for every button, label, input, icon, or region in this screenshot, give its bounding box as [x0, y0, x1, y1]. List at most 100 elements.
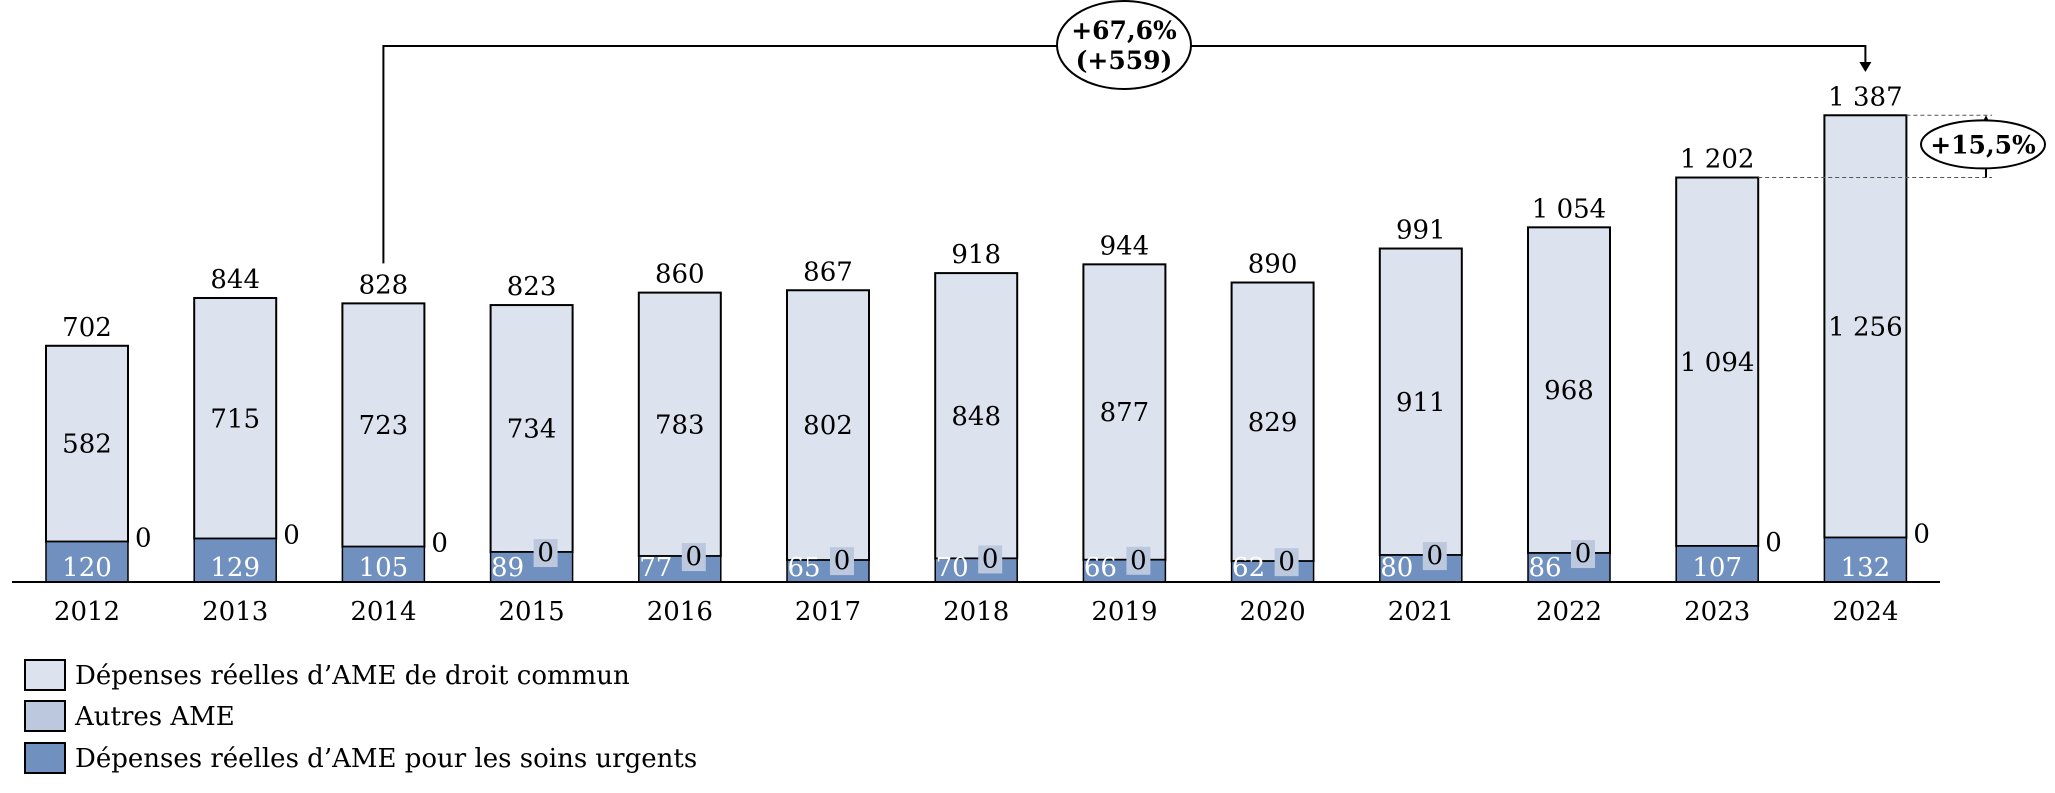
data-label-total: 944: [1100, 231, 1150, 261]
autres-ame-marker: [1126, 546, 1151, 575]
data-label-total: 1 054: [1532, 194, 1606, 224]
data-label-total: 991: [1396, 216, 1446, 246]
autres-ame-marker: [681, 543, 706, 572]
x-tick-label: 2023: [1684, 597, 1750, 627]
x-tick-label: 2018: [943, 597, 1009, 627]
data-label-autres-ame: 0: [1278, 547, 1295, 577]
bar-segment-soins-urgents: [638, 555, 722, 583]
x-tick-label: 2013: [202, 597, 268, 627]
bar-segment-droit-commun: [1230, 281, 1315, 563]
data-label-droit-commun: 1 256: [1828, 312, 1902, 342]
data-label-droit-commun: 802: [803, 411, 853, 441]
data-label-soins-urgents: 86: [1528, 553, 1561, 583]
bar-segment-droit-commun: [1527, 226, 1611, 555]
data-label-droit-commun: 848: [951, 402, 1001, 432]
x-tick-label: 2017: [795, 597, 861, 627]
legend-swatch-autres-ame: [24, 700, 66, 732]
autres-ame-marker: [830, 547, 854, 576]
bar-segment-droit-commun: [786, 289, 870, 562]
bar-segment-droit-commun: [1082, 263, 1167, 561]
data-label-soins-urgents: 66: [1084, 553, 1117, 583]
data-label-droit-commun: 829: [1248, 408, 1298, 438]
data-label-droit-commun: 715: [210, 404, 260, 434]
data-label-soins-urgents: 62: [1232, 553, 1265, 583]
data-label-autres-ame: 0: [982, 544, 999, 574]
x-tick-labels: 2012 2013 2014 2015 2016 2017 2018 2019 2020 2021…: [54, 597, 1899, 627]
x-tick-label: 2022: [1536, 597, 1602, 627]
bar-segment-droit-commun: [934, 272, 1019, 560]
data-label-total: 860: [655, 260, 705, 290]
x-tick-label: 2021: [1388, 597, 1454, 627]
data-label-soins-urgents: 132: [1841, 553, 1891, 583]
autres-ame-marker: [1274, 548, 1299, 577]
data-label-total: 702: [62, 313, 112, 343]
data-label-droit-commun: 783: [655, 410, 705, 440]
data-label-droit-commun: 723: [359, 411, 409, 441]
data-label-autres-ame: 0: [537, 538, 554, 568]
data-label-soins-urgents: 129: [210, 553, 260, 583]
data-label-soins-urgents: 120: [62, 553, 112, 583]
data-label-droit-commun: 911: [1396, 388, 1446, 418]
data-label-total: 918: [951, 240, 1001, 270]
x-tick-label: 2014: [350, 597, 416, 627]
autres-ame-marker: [1422, 542, 1447, 571]
data-label-total: 890: [1248, 250, 1298, 280]
x-tick-label: 2016: [647, 597, 713, 627]
legend: Dépenses réelles d’AME de droit commun A…: [24, 659, 697, 774]
data-label-droit-commun: 877: [1100, 398, 1150, 428]
growth-bracket-arrowhead: [1859, 62, 1872, 72]
bar-segment-droit-commun: [1675, 176, 1760, 547]
x-tick-label: 2019: [1091, 597, 1157, 627]
growth-ellipse: [1056, 0, 1192, 90]
x-tick-label: 2012: [54, 597, 120, 627]
bar-segment-droit-commun: [1823, 114, 1908, 539]
autres-ame-marker: [533, 539, 558, 568]
data-label-total: 867: [803, 257, 853, 287]
data-label-autres-ame: 0: [283, 521, 300, 551]
bar-segment-droit-commun: [45, 344, 129, 543]
data-label-droit-commun: 734: [507, 415, 557, 445]
legend-swatch-droit-commun: [24, 659, 66, 691]
legend-label-autres-ame: Autres AME: [74, 702, 235, 732]
increase-label-percent: +15,5%: [1930, 130, 2036, 159]
bar-segment-droit-commun: [637, 291, 722, 558]
autres-ame-marker: [978, 545, 1003, 574]
bar-segment-soins-urgents: [45, 540, 129, 583]
growth-label-percent: +67,6%: [1071, 16, 1177, 45]
data-label-soins-urgents: 77: [639, 553, 672, 583]
data-label-soins-urgents: 107: [1692, 553, 1742, 583]
bar-segment-droit-commun: [193, 296, 278, 540]
autres-ame-marker: [1571, 540, 1595, 569]
annotations-layer: +67,6%(+559) +15,5%: [382, 0, 2046, 264]
data-label-droit-commun: 582: [62, 430, 112, 460]
x-tick-label: 2024: [1832, 597, 1898, 627]
bar-segment-soins-urgents: [489, 551, 574, 583]
data-label-soins-urgents: 89: [491, 553, 524, 583]
data-label-autres-ame: 0: [431, 529, 448, 559]
x-tick-label: 2015: [499, 597, 565, 627]
data-label-soins-urgents: 80: [1380, 553, 1413, 583]
bar-segment-soins-urgents: [341, 545, 426, 583]
data-label-autres-ame: 0: [1913, 520, 1930, 550]
bar-segment-soins-urgents: [193, 537, 277, 583]
legend-swatch-soins-urgents: [24, 742, 66, 774]
data-label-total: 844: [210, 265, 260, 295]
bar-segment-soins-urgents: [1379, 554, 1463, 583]
data-label-droit-commun: 1 094: [1680, 348, 1754, 378]
data-label-autres-ame: 0: [1427, 541, 1444, 571]
data-label-autres-ame: 0: [135, 524, 152, 554]
data-label-autres-ame: 0: [1765, 528, 1782, 558]
data-label-autres-ame: 0: [1130, 546, 1147, 576]
data-label-total: 823: [507, 272, 557, 302]
data-label-autres-ame: 0: [834, 546, 851, 576]
legend-label-droit-commun: Dépenses réelles d’AME de droit commun: [75, 661, 630, 691]
data-label-soins-urgents: 105: [359, 553, 409, 583]
data-label-total: 828: [359, 270, 409, 300]
growth-label-absolute: (+559): [1076, 46, 1173, 75]
data-label-autres-ame: 0: [686, 542, 703, 572]
data-label-total: 1 202: [1680, 145, 1754, 175]
data-label-total: 1 387: [1828, 82, 1902, 112]
legend-label-soins-urgents: Dépenses réelles d’AME pour les soins ur…: [75, 744, 697, 774]
